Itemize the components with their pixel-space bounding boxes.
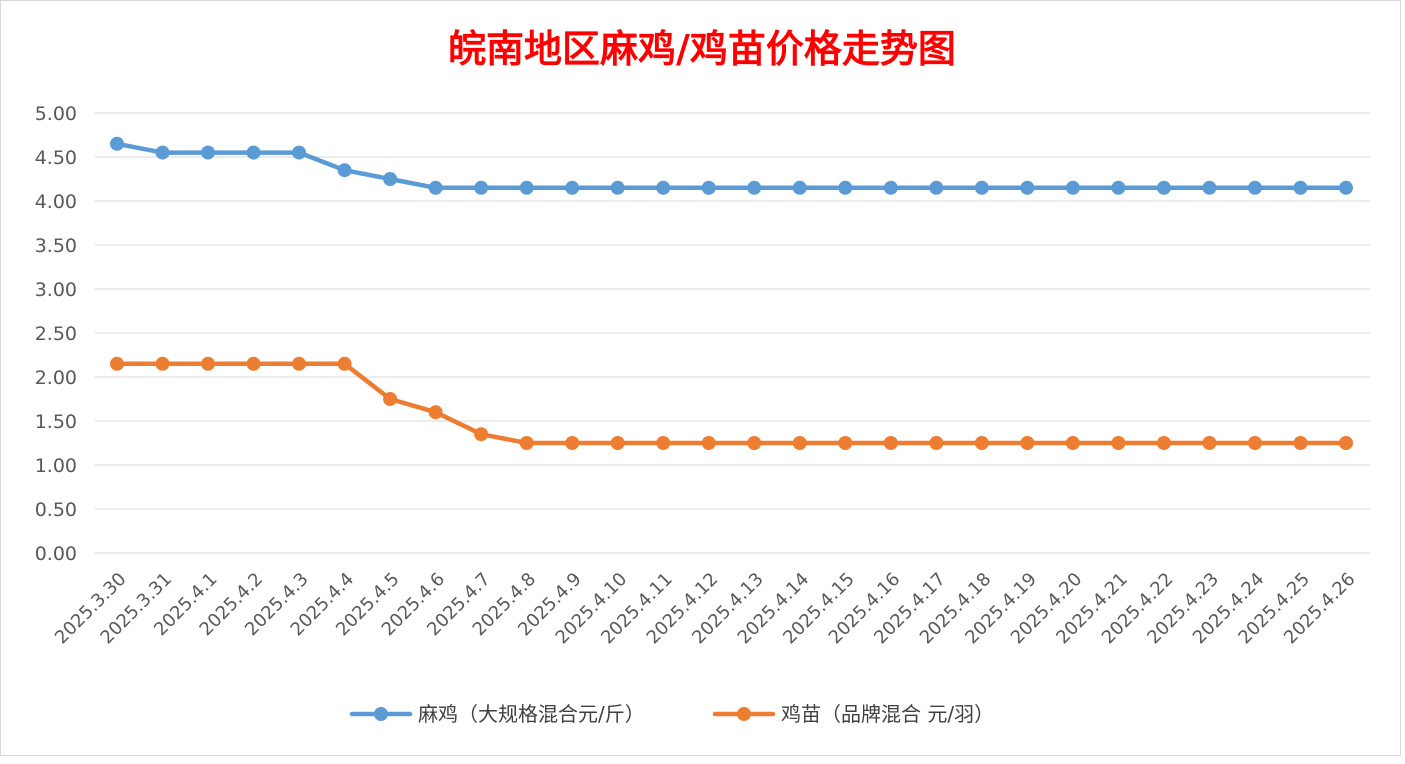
data-point [155,356,170,371]
data-point [701,436,716,450]
series-2 [110,356,1353,450]
data-point [610,180,625,195]
y-tick-label: 2.00 [35,367,77,389]
y-tick-label: 4.00 [35,191,77,213]
data-point [1065,436,1080,450]
data-point [701,180,716,195]
data-point [292,145,307,160]
series-line [114,141,1349,191]
y-axis-ticks: 0.00 0.50 1.00 1.50 2.00 2.50 3.00 3.50 4.00 4.50… [35,103,77,565]
data-point [565,436,580,450]
data-point [974,436,989,450]
y-tick-label: 3.00 [35,279,77,301]
data-point [565,180,580,195]
data-point [519,436,534,450]
y-tick-label: 1.00 [35,455,77,477]
data-point [747,436,762,450]
data-point [201,356,216,371]
data-point [110,136,124,151]
data-point [929,180,944,195]
data-point [1339,436,1353,450]
data-point [110,356,124,371]
data-point [792,180,807,195]
data-point [838,180,853,195]
data-point [1202,180,1217,195]
data-point [337,356,352,371]
data-point [1065,180,1080,195]
data-point [610,436,625,450]
data-point [383,392,398,406]
data-point [656,436,671,450]
data-point [337,163,352,178]
y-tick-label: 0.00 [35,543,77,565]
data-point [246,356,261,371]
y-tick-label: 3.50 [35,235,77,257]
data-point [1156,436,1171,450]
data-point [1247,436,1262,450]
data-point [1020,180,1035,195]
data-point [246,145,261,160]
data-point [747,180,762,195]
y-tick-label: 1.50 [35,411,77,433]
data-point [929,436,944,450]
chart-title: 皖南地区麻鸡/鸡苗价格走势图 [448,26,956,71]
data-point [883,436,898,450]
data-point [383,172,398,186]
series-line [114,361,1349,446]
data-point [1247,180,1262,195]
data-point [519,180,534,195]
legend-swatch-marker [737,707,751,721]
series-layer [110,136,1353,450]
data-point [1111,180,1126,195]
data-point [428,180,443,195]
y-tick-label: 2.50 [35,323,77,345]
legend-swatch-marker [374,707,388,721]
y-tick-label: 4.50 [35,147,77,169]
legend-label: 鸡苗（品牌混合 元/羽） [781,702,994,726]
legend-label: 麻鸡（大规格混合元/斤） [418,702,645,726]
data-point [155,145,170,160]
legend: 麻鸡（大规格混合元/斤） 鸡苗（品牌混合 元/羽） [349,702,994,726]
data-point [1202,436,1217,450]
data-point [1293,436,1308,450]
data-point [428,405,443,420]
data-point [1156,180,1171,195]
data-point [883,180,898,195]
data-point [792,436,807,450]
data-point [1111,436,1126,450]
data-point [974,180,989,195]
data-point [292,356,307,371]
data-point [474,180,489,195]
data-point [474,427,489,442]
y-tick-label: 0.50 [35,499,77,521]
y-tick-label: 5.00 [35,103,77,125]
data-point [838,436,853,450]
series-1 [110,136,1353,195]
data-point [656,180,671,195]
data-point [1020,436,1035,450]
data-point [1293,180,1308,195]
data-point [1339,180,1353,195]
data-point [201,145,216,160]
